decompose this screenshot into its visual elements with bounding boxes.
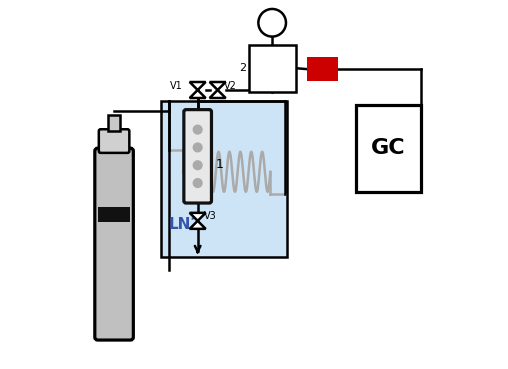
- Circle shape: [194, 143, 202, 152]
- Bar: [356, 104, 421, 192]
- FancyBboxPatch shape: [99, 129, 130, 153]
- Circle shape: [194, 125, 202, 134]
- Polygon shape: [210, 90, 226, 98]
- Circle shape: [194, 179, 202, 187]
- Circle shape: [259, 9, 286, 37]
- Polygon shape: [189, 90, 206, 98]
- Bar: [307, 57, 338, 81]
- Polygon shape: [189, 82, 206, 90]
- Text: V1: V1: [170, 81, 183, 91]
- FancyBboxPatch shape: [184, 110, 211, 203]
- Text: LN2: LN2: [169, 217, 202, 232]
- Text: V2: V2: [224, 81, 237, 91]
- FancyBboxPatch shape: [95, 148, 133, 340]
- Text: P: P: [268, 16, 277, 29]
- Text: V3: V3: [204, 211, 217, 221]
- Text: GC: GC: [371, 138, 406, 158]
- Bar: [162, 101, 287, 257]
- Polygon shape: [189, 221, 206, 229]
- Text: 2: 2: [239, 63, 246, 73]
- Polygon shape: [210, 82, 226, 90]
- Bar: [248, 45, 296, 92]
- Circle shape: [194, 161, 202, 170]
- Polygon shape: [189, 213, 206, 221]
- Text: 1: 1: [216, 158, 224, 171]
- Bar: [98, 207, 131, 222]
- Bar: [108, 115, 120, 131]
